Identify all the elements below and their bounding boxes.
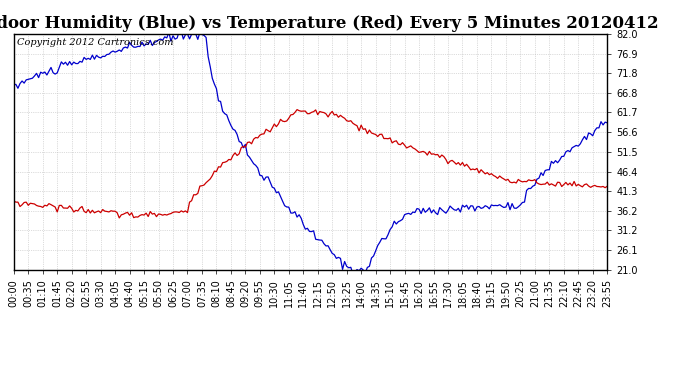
Text: Copyright 2012 Cartronics.com: Copyright 2012 Cartronics.com: [17, 39, 173, 48]
Title: Outdoor Humidity (Blue) vs Temperature (Red) Every 5 Minutes 20120412: Outdoor Humidity (Blue) vs Temperature (…: [0, 15, 659, 32]
